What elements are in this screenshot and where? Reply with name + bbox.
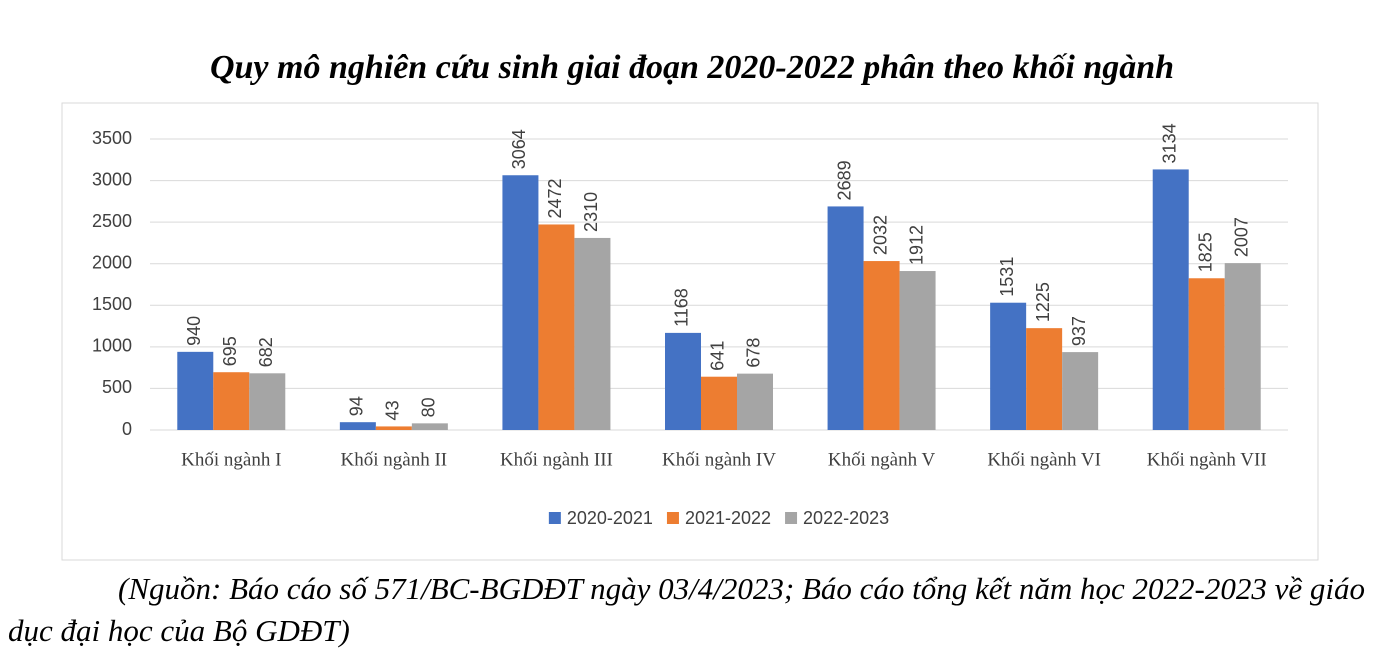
value-label: 2032	[870, 215, 890, 255]
bar	[1152, 169, 1189, 430]
value-label: 1168	[672, 288, 692, 327]
value-label: 2310	[581, 192, 601, 232]
value-label: 678	[744, 338, 764, 368]
y-tick-label: 2000	[92, 252, 132, 272]
value-label: 1912	[906, 225, 926, 265]
bar	[213, 372, 250, 430]
value-label: 3134	[1159, 123, 1179, 163]
value-label: 940	[184, 316, 204, 346]
legend-label: 2020-2021	[567, 508, 653, 528]
legend-swatch	[548, 512, 561, 524]
bar	[737, 373, 773, 430]
y-tick-label: 3000	[92, 169, 132, 189]
bar	[827, 206, 864, 430]
legend-swatch	[666, 512, 679, 524]
x-tick-label: Khối ngành VII	[1147, 449, 1267, 470]
legend-label: 2021-2022	[685, 508, 771, 528]
x-tick-label: Khối ngành II	[341, 449, 448, 470]
y-tick-label: 1000	[92, 336, 132, 356]
x-tick-label: Khối ngành VI	[987, 449, 1101, 470]
bar	[375, 426, 412, 430]
y-tick-label: 3500	[92, 128, 132, 148]
bar	[665, 332, 701, 430]
value-label: 1225	[1033, 282, 1053, 322]
legend-label: 2022-2023	[803, 508, 889, 528]
bar	[339, 422, 376, 430]
chart: Quy mô nghiên cứu sinh giai đoạn 2020-20…	[61, 49, 1319, 561]
bar	[411, 423, 448, 430]
value-label: 937	[1069, 316, 1089, 346]
x-tick-label: Khối ngành V	[828, 449, 936, 470]
value-label: 1531	[997, 257, 1017, 297]
bar	[863, 261, 900, 430]
bar	[1026, 328, 1063, 430]
value-label: 2007	[1231, 217, 1251, 257]
value-label: 682	[256, 337, 276, 367]
y-tick-label: 2500	[92, 211, 132, 231]
x-tick-label: Khối ngành III	[500, 449, 613, 470]
bar	[899, 271, 936, 430]
y-tick-label: 0	[122, 419, 132, 439]
value-label: 2472	[545, 178, 565, 218]
chart-title: Quy mô nghiên cứu sinh giai đoạn 2020-20…	[210, 49, 1174, 86]
value-label: 94	[347, 396, 367, 416]
bar	[1224, 263, 1261, 430]
bar	[1188, 278, 1225, 430]
bar	[1062, 352, 1099, 430]
value-label: 2689	[834, 160, 854, 200]
bar	[574, 237, 611, 430]
bar	[502, 175, 539, 430]
bar	[177, 351, 214, 430]
value-label: 641	[708, 341, 728, 371]
bar	[249, 373, 286, 430]
source-note: (Nguồn: Báo cáo số 571/BC-BGDĐT ngày 03/…	[8, 571, 1366, 648]
value-label: 695	[220, 336, 240, 366]
bar	[538, 224, 575, 430]
value-label: 43	[383, 400, 403, 420]
x-tick-label: Khối ngành I	[181, 449, 281, 470]
y-tick-label: 500	[102, 377, 132, 397]
bar	[701, 376, 737, 430]
value-label: 80	[419, 397, 439, 417]
y-tick-label: 1500	[92, 294, 132, 314]
x-tick-label: Khối ngành IV	[662, 449, 776, 470]
value-label: 3064	[509, 129, 529, 169]
bar	[990, 302, 1027, 430]
legend-swatch	[785, 512, 798, 524]
chart-frame	[61, 102, 1319, 561]
value-label: 1825	[1195, 232, 1215, 272]
